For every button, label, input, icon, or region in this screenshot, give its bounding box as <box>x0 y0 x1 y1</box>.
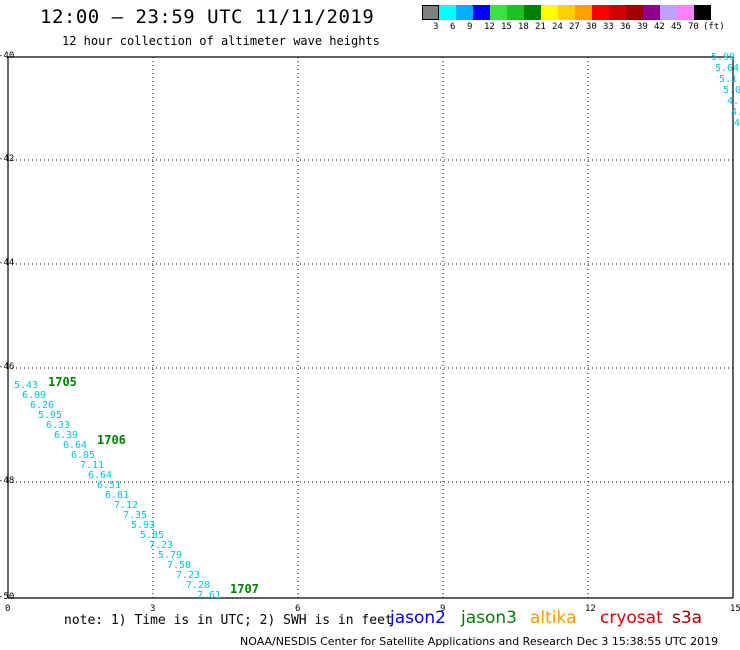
color-scale-label: 21 <box>535 22 546 32</box>
color-swatch <box>558 5 575 20</box>
swh-value: 7.61 <box>197 590 222 601</box>
swh-value: 5.79 <box>158 550 183 561</box>
swh-value: 6.64 <box>88 470 113 481</box>
color-swatch <box>524 5 541 20</box>
color-swatch <box>439 5 456 20</box>
longitude-tick-label: 3 <box>150 604 156 614</box>
color-scale-label: (ft) <box>703 22 725 32</box>
longitude-tick-label: 12 <box>585 604 596 614</box>
color-scale-label: 70 <box>688 22 699 32</box>
units-note: note: 1) Time is in UTC; 2) SWH is in fe… <box>64 613 393 628</box>
swh-value: 6.39 <box>54 430 79 441</box>
page-subtitle: 12 hour collection of altimeter wave hei… <box>62 34 380 48</box>
swh-value: 4. <box>727 96 740 107</box>
swh-value: 4 <box>734 118 740 129</box>
color-scale-label: 30 <box>586 22 597 32</box>
swh-value: 7.23 <box>149 540 174 551</box>
swh-value: 6.81 <box>105 490 130 501</box>
color-swatch <box>507 5 524 20</box>
color-scale-label: 24 <box>552 22 563 32</box>
longitude-tick-label: 0 <box>5 604 11 614</box>
color-scale-label: 39 <box>637 22 648 32</box>
color-swatch <box>422 5 439 20</box>
footer-credit: NOAA/NESDIS Center for Satellite Applica… <box>240 635 719 648</box>
satellite-name-altika: altika <box>530 608 577 628</box>
wave-height-color-scale <box>422 5 711 20</box>
longitude-tick-label: 9 <box>440 604 446 614</box>
latitude-tick-label: -40 <box>0 51 15 61</box>
color-swatch <box>694 5 711 20</box>
swh-value: 6.33 <box>46 420 71 431</box>
color-swatch <box>541 5 558 20</box>
swh-value: 5.1 <box>719 74 738 85</box>
swh-value: 7.11 <box>80 460 105 471</box>
color-swatch <box>626 5 643 20</box>
swh-value: 6.09 <box>22 390 47 401</box>
satellite-name-cryosat: cryosat <box>600 608 663 628</box>
page-title: 12:00 – 23:59 UTC 11/11/2019 <box>40 6 375 28</box>
longitude-tick-label: 15 <box>730 604 740 614</box>
satellite-name-jason2: jason2 <box>390 608 446 628</box>
swh-value: 5.64 <box>715 63 740 74</box>
color-scale-label: 33 <box>603 22 614 32</box>
color-scale-label: 6 <box>450 22 456 32</box>
longitude-tick-label: 6 <box>295 604 301 614</box>
satellite-name-s3a: s3a <box>672 608 703 628</box>
swh-value: 5.85 <box>140 530 165 541</box>
swh-value: 7.12 <box>114 500 139 511</box>
color-swatch <box>456 5 473 20</box>
map-grid <box>7 56 734 599</box>
swh-value: 6.64 <box>63 440 88 451</box>
swh-value: 6.51 <box>97 480 122 491</box>
color-scale-label: 36 <box>620 22 631 32</box>
latitude-tick-label: -50 <box>0 592 15 602</box>
track-time-label: 1705 <box>48 375 77 389</box>
swh-value: 6.26 <box>30 400 55 411</box>
track-time-label: 1706 <box>97 433 126 447</box>
swh-value: 5.93 <box>131 520 156 531</box>
color-scale-label: 42 <box>654 22 665 32</box>
color-scale-label: 18 <box>518 22 529 32</box>
color-scale-label: 3 <box>433 22 439 32</box>
wave-height-map: 5.43 6.09 6.26 5.95 6.33 6.39 6.64 6.05 7.11 6.64… <box>7 52 740 601</box>
color-swatch <box>473 5 490 20</box>
satellite-name-jason3: jason3 <box>461 608 517 628</box>
color-swatch <box>643 5 660 20</box>
color-scale-label: 27 <box>569 22 580 32</box>
swh-value: 7.35 <box>123 510 148 521</box>
track-time-label: 1707 <box>230 582 259 596</box>
color-swatch <box>592 5 609 20</box>
swh-value: 7.58 <box>167 560 192 571</box>
color-scale-label: 15 <box>501 22 512 32</box>
swh-value: 7.23 <box>176 570 201 581</box>
color-swatch <box>677 5 694 20</box>
swh-value: 5.0 <box>723 85 740 96</box>
swh-value: 7.28 <box>186 580 211 591</box>
color-swatch <box>575 5 592 20</box>
color-scale-label: 12 <box>484 22 495 32</box>
latitude-tick-label: -42 <box>0 154 15 164</box>
latitude-tick-label: -46 <box>0 362 15 372</box>
color-scale-label: 9 <box>467 22 473 32</box>
color-scale-label: 45 <box>671 22 682 32</box>
color-swatch <box>660 5 677 20</box>
swh-value: 6.05 <box>71 450 96 461</box>
swh-value: 5.99 <box>711 52 736 63</box>
swh-value: 5.43 <box>14 380 39 391</box>
color-swatch <box>490 5 507 20</box>
latitude-tick-label: -44 <box>0 258 15 268</box>
color-swatch <box>609 5 626 20</box>
latitude-tick-label: -48 <box>0 476 15 486</box>
swh-value: 5.95 <box>38 410 63 421</box>
swh-value: 4. <box>731 107 740 118</box>
